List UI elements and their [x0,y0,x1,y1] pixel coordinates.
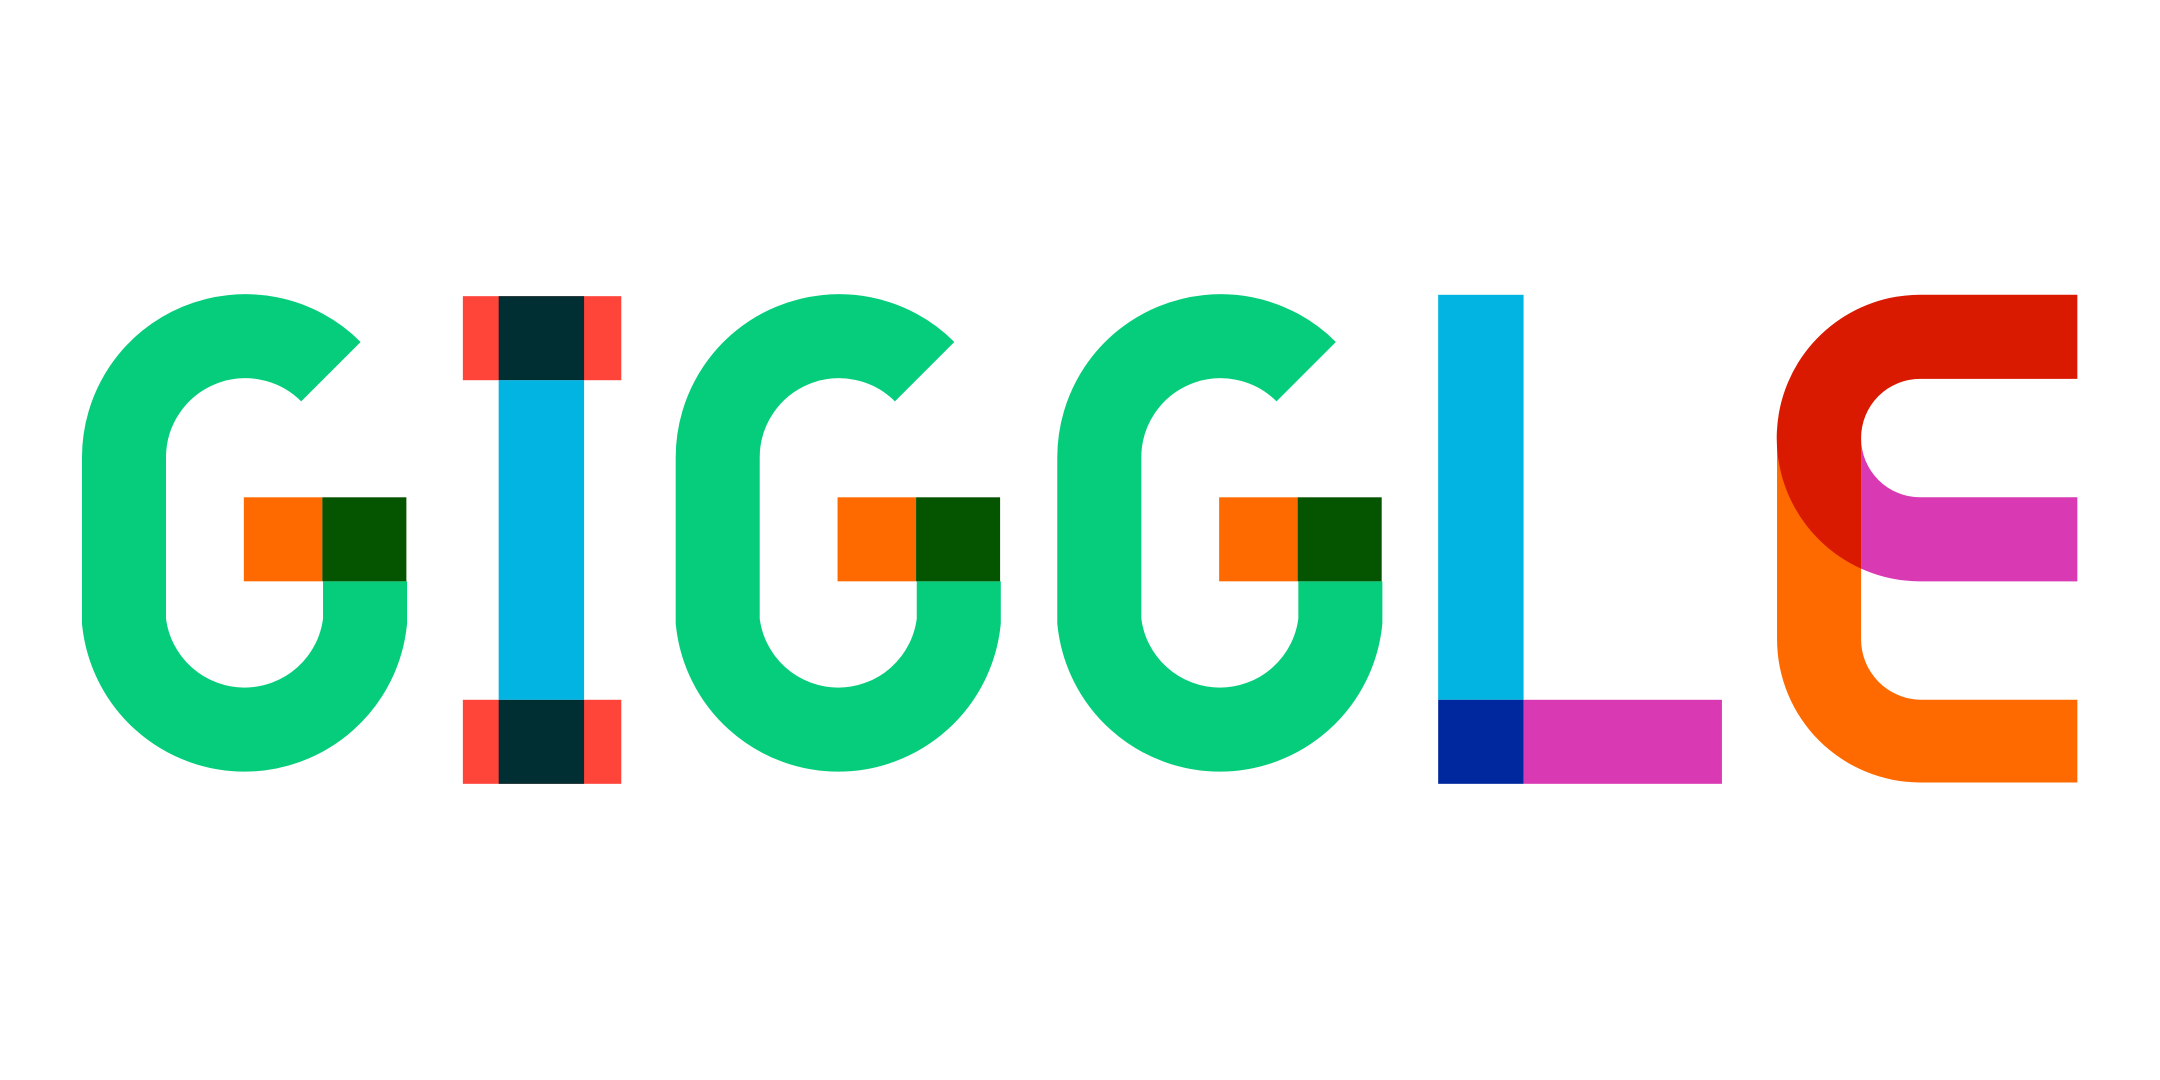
letter-i [462,296,622,784]
letter-l [1438,294,1722,784]
letter-g [1099,336,1381,729]
letter-e [1776,294,2078,783]
letter-g [124,336,406,729]
letter-g [718,336,1000,729]
